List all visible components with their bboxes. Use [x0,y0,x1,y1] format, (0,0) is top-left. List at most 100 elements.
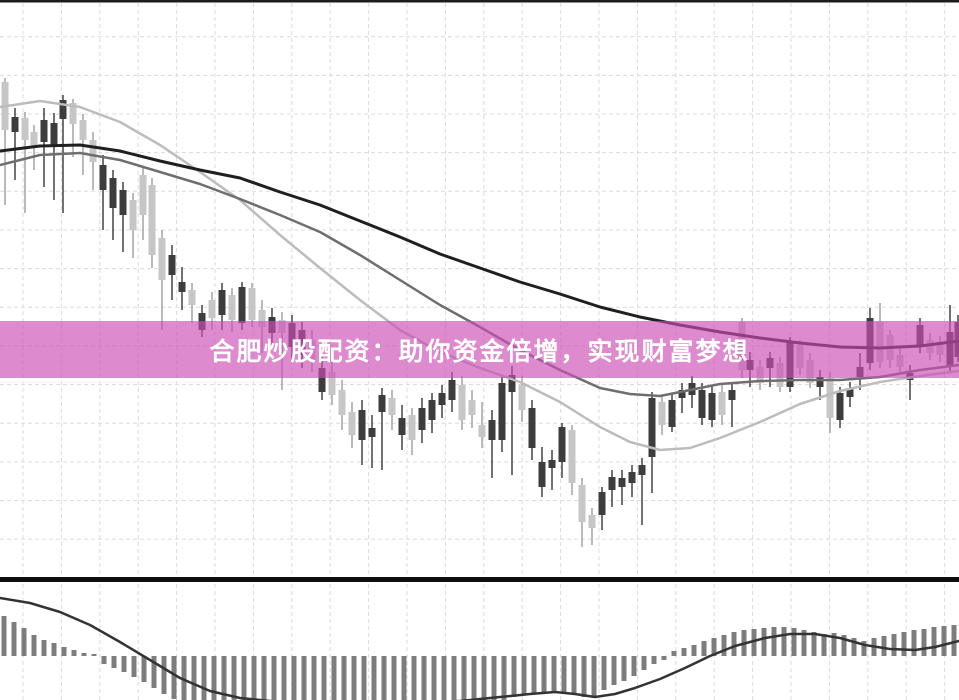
histogram-bar [841,635,847,656]
histogram-bar [191,656,197,700]
histogram-bar [281,656,287,700]
histogram-bar [81,653,87,656]
candle-body [368,428,376,437]
candle-body [148,185,156,255]
histogram-bar [221,656,227,700]
candle-body [418,408,426,430]
histogram-bar [771,627,777,656]
candle-body [468,400,476,415]
histogram-bar [761,628,767,656]
candle-body [708,393,716,420]
candle-body [608,477,616,490]
histogram-bar [251,656,257,700]
histogram-bar [41,640,47,656]
histogram-bar [751,629,757,656]
histogram-bar [31,635,37,656]
histogram-bar [611,656,617,685]
histogram-bar [521,656,527,695]
histogram-bar [411,656,417,700]
histogram-bar [551,656,557,692]
candle-body [158,238,166,280]
candle-body [40,120,48,142]
candle-body [528,408,536,448]
histogram-bar [791,628,797,656]
candle-body [328,372,336,395]
candle-body [109,178,117,208]
histogram-bar [811,632,817,656]
histogram-bar [911,630,917,656]
histogram-bar [21,628,27,656]
histogram-bar [451,656,457,700]
histogram-bar [211,656,217,700]
candle-body [348,412,356,435]
histogram-bar [561,656,567,693]
candle-body [718,392,726,415]
candle-body [11,117,19,132]
histogram-bar [661,656,667,660]
candle-body [588,515,596,528]
candle-body [698,390,706,418]
histogram-bar [781,627,787,656]
histogram-bar [331,656,337,700]
histogram-bar [501,656,507,700]
histogram-bar [421,656,427,700]
histogram-bar [201,656,207,700]
candle-body [50,123,58,147]
histogram-bar [881,636,887,656]
candle-body [478,425,486,437]
histogram-bar [711,638,717,656]
candle-body [178,282,186,292]
histogram-bar [821,634,827,656]
histogram-bar [441,656,447,700]
histogram-bar [131,656,137,677]
histogram-bar [601,656,607,690]
candle-body [438,393,446,405]
candle-body [488,420,496,440]
candle-body [508,375,516,392]
histogram-bar [291,656,297,700]
histogram-bar [901,632,907,656]
histogram-bar [461,656,467,700]
candle-body [568,430,576,483]
candle-body [208,300,216,318]
histogram-bar [1,616,7,656]
histogram-bar [391,656,397,700]
histogram-bar [121,656,127,672]
candle-body [728,390,736,400]
histogram-bar [431,656,437,700]
candle-body [388,398,396,415]
histogram-bar [861,641,867,656]
histogram-bar [691,645,697,656]
histogram-bar [361,656,367,700]
candle-body [558,427,566,462]
candle-body [578,485,586,522]
histogram-bar [381,656,387,700]
candle-body [119,190,127,215]
candle-body [238,287,246,323]
candle-body [318,368,326,392]
candle-body [398,418,406,435]
panel-separator [0,577,959,582]
candle-body [129,200,137,230]
histogram-bar [51,643,57,656]
histogram-bar [151,656,157,688]
histogram-bar [731,632,737,656]
candle-body [79,120,87,140]
candle-body [188,290,196,305]
candle-body [89,140,97,162]
histogram-bar [621,656,627,681]
histogram-bar [161,656,167,694]
candle-body [258,310,266,327]
histogram-bar [721,635,727,656]
histogram-bar [141,656,147,682]
candle-body [836,393,844,420]
histogram-bar [511,656,517,697]
histogram-bar [591,656,597,698]
candle-body [538,462,546,487]
candle-body [408,415,416,440]
histogram-bar [491,656,497,700]
candle-body [168,255,176,275]
candle-body [21,118,29,140]
histogram-bar [951,625,957,656]
